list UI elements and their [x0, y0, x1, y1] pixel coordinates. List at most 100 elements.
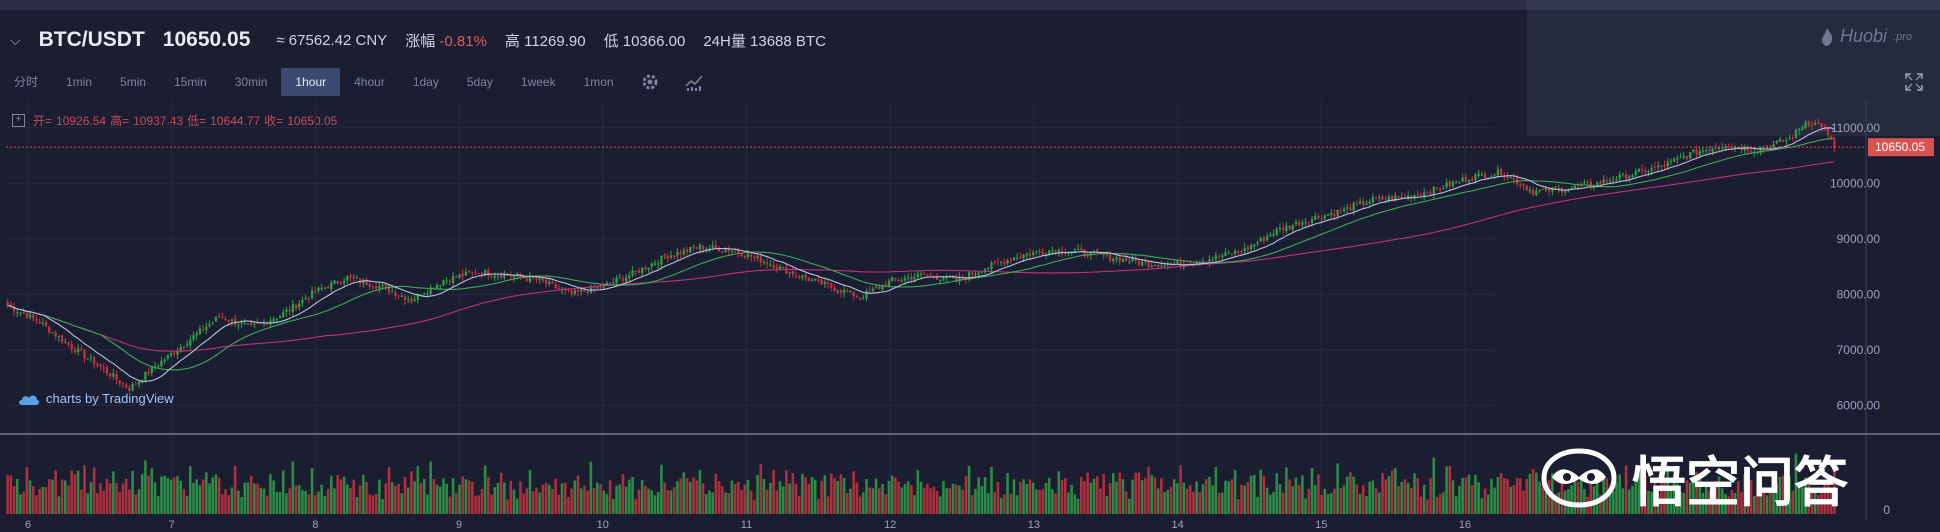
volume-bar: [560, 483, 564, 514]
volume-bar: [1387, 475, 1391, 514]
indicator-icon[interactable]: [684, 72, 704, 92]
tab-timeframe[interactable]: 1min: [66, 75, 93, 89]
candle-body: [1115, 257, 1118, 260]
candle-body: [685, 249, 689, 252]
volume-bar: [708, 490, 711, 514]
candle-body: [1791, 137, 1794, 139]
volume-bar: [176, 476, 179, 514]
candle-body: [500, 275, 503, 278]
candle-body: [480, 272, 484, 276]
volume-bar: [1656, 494, 1660, 514]
volume-bar: [730, 480, 734, 514]
volume-bar: [563, 482, 567, 514]
candle-body: [1266, 236, 1269, 241]
volume-bar: [1054, 493, 1057, 514]
volume-bar: [201, 479, 205, 514]
volume-bar: [195, 479, 198, 514]
candle-body: [166, 354, 169, 359]
volume-bar: [692, 477, 695, 514]
candle-body: [1032, 252, 1035, 256]
price-chart[interactable]: 6000.00 7000.00 8000.00 9000.00 10000.00 1100…: [0, 100, 1940, 532]
candle-body: [641, 267, 644, 273]
volume-bar: [1631, 485, 1634, 514]
volume-bar: [1833, 459, 1836, 514]
candle-body: [1208, 259, 1211, 263]
expand-icon[interactable]: [1904, 72, 1924, 92]
candle-body: [900, 279, 903, 281]
volume-bar: [1711, 486, 1714, 514]
volume-bar: [1121, 479, 1125, 514]
candle-body: [1471, 179, 1474, 181]
candle-body: [1195, 262, 1198, 265]
volume-bar: [522, 493, 525, 514]
volume-bar: [80, 489, 83, 514]
tab-timeframe-active[interactable]: 1hour: [281, 68, 341, 96]
plus-icon[interactable]: +: [12, 114, 25, 127]
volume-bar: [124, 478, 128, 514]
chevron-down-icon[interactable]: ⌵: [10, 31, 21, 48]
volume-bar: [44, 487, 48, 514]
volume-bar: [871, 488, 875, 514]
candle-body: [99, 364, 102, 367]
volume-bar: [737, 481, 740, 514]
candle-body: [612, 282, 615, 284]
volume-bar: [531, 491, 535, 514]
volume-bar: [60, 479, 64, 514]
tab-timeframe[interactable]: 5min: [120, 75, 147, 89]
tradingview-badge[interactable]: charts by TradingView: [18, 391, 174, 406]
candle-body: [448, 281, 452, 283]
volume-bar: [1057, 471, 1061, 514]
x-tick-label: 14: [1171, 519, 1183, 531]
candle-body: [185, 344, 189, 346]
tab-timeframe[interactable]: 30min: [234, 75, 268, 89]
candle-body: [881, 284, 884, 290]
volume-bar: [352, 479, 356, 514]
candle-body: [298, 303, 301, 308]
high-value: 10937.43: [133, 113, 184, 128]
candle-body: [1522, 184, 1525, 186]
volume-bar: [669, 490, 673, 514]
tab-timeframe[interactable]: 1week: [520, 75, 556, 89]
volume-block: 24H量 13688 BTC: [703, 30, 826, 51]
volume-bar: [1333, 488, 1336, 514]
candle-body: [621, 278, 625, 281]
candle-body: [1131, 258, 1134, 262]
volume-bar: [1217, 492, 1221, 514]
tab-timeframe[interactable]: 15min: [174, 75, 207, 89]
tab-timeframe[interactable]: 5day: [466, 75, 493, 89]
volume-bar: [1371, 480, 1375, 514]
candle-body: [230, 319, 234, 322]
candle-body: [1506, 176, 1509, 178]
volume-bar: [1345, 476, 1349, 514]
tab-timeframe[interactable]: 1mon: [583, 75, 614, 89]
candle-body: [1439, 188, 1442, 190]
volume-bar: [1765, 495, 1769, 514]
volume-bar: [1339, 488, 1343, 514]
gear-icon[interactable]: [640, 72, 660, 92]
candle-body: [439, 284, 442, 286]
volume-bar: [169, 479, 173, 514]
candle-body: [1679, 157, 1682, 159]
tab-timeframe[interactable]: 1day: [412, 75, 439, 89]
tab-timeframe[interactable]: 分时: [14, 75, 39, 89]
candle-body: [1096, 250, 1099, 253]
candle-body: [772, 264, 775, 269]
candle-body: [1605, 180, 1608, 182]
ticker-header: ⌵ BTC/USDT 10650.05 ≈ 67562.42 CNY 涨幅 -0…: [0, 22, 1540, 58]
candle-body: [544, 279, 548, 284]
volume-bar: [160, 476, 163, 514]
candle-body: [1169, 263, 1173, 265]
volume-bar: [535, 487, 538, 514]
tab-timeframe[interactable]: 4hour: [354, 75, 385, 89]
candle-body: [1419, 194, 1423, 196]
volume-bar: [929, 488, 932, 514]
volume-bar: [438, 486, 442, 514]
candle-body: [1685, 156, 1689, 159]
pair-name[interactable]: BTC/USDT: [38, 28, 145, 51]
volume-bar: [1211, 485, 1214, 514]
candle-body: [1243, 248, 1246, 252]
y-tick-label: 8000.00: [1837, 287, 1881, 301]
volume-bar: [179, 480, 182, 514]
candle-body: [525, 278, 528, 281]
candle-body: [1397, 195, 1400, 198]
